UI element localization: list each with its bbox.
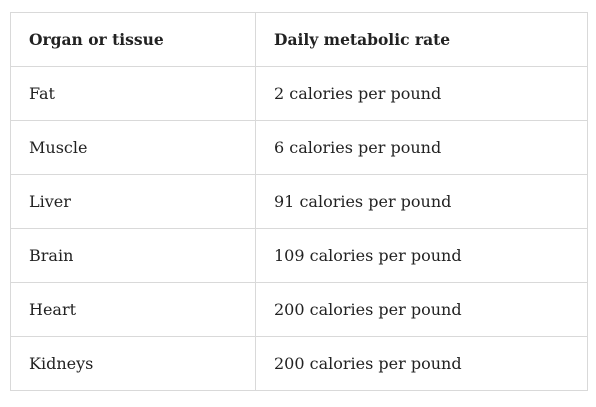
organ-cell: Brain xyxy=(10,228,256,283)
rate-cell: 200 calories per pound xyxy=(255,282,588,337)
rate-cell: 200 calories per pound xyxy=(255,336,588,391)
metabolic-rate-table: Organ or tissue Daily metabolic rate Fat… xyxy=(10,12,588,391)
table-header: Organ or tissue Daily metabolic rate xyxy=(10,12,588,67)
table-row: Fat 2 calories per pound xyxy=(10,66,588,121)
rate-cell: 2 calories per pound xyxy=(255,66,588,121)
header-row: Organ or tissue Daily metabolic rate xyxy=(10,12,588,67)
organ-cell: Heart xyxy=(10,282,256,337)
organ-cell: Fat xyxy=(10,66,256,121)
rate-cell: 91 calories per pound xyxy=(255,174,588,229)
table-row: Liver 91 calories per pound xyxy=(10,174,588,229)
table-row: Kidneys 200 calories per pound xyxy=(10,336,588,391)
organ-cell: Kidneys xyxy=(10,336,256,391)
table-row: Brain 109 calories per pound xyxy=(10,228,588,283)
organ-cell: Muscle xyxy=(10,120,256,175)
organ-cell: Liver xyxy=(10,174,256,229)
table-body: Fat 2 calories per pound Muscle 6 calori… xyxy=(10,66,588,391)
column-header-organ: Organ or tissue xyxy=(10,12,256,67)
table-row: Heart 200 calories per pound xyxy=(10,282,588,337)
rate-cell: 109 calories per pound xyxy=(255,228,588,283)
metabolic-rate-table-container: Organ or tissue Daily metabolic rate Fat… xyxy=(10,12,588,391)
table-row: Muscle 6 calories per pound xyxy=(10,120,588,175)
rate-cell: 6 calories per pound xyxy=(255,120,588,175)
column-header-rate: Daily metabolic rate xyxy=(255,12,588,67)
